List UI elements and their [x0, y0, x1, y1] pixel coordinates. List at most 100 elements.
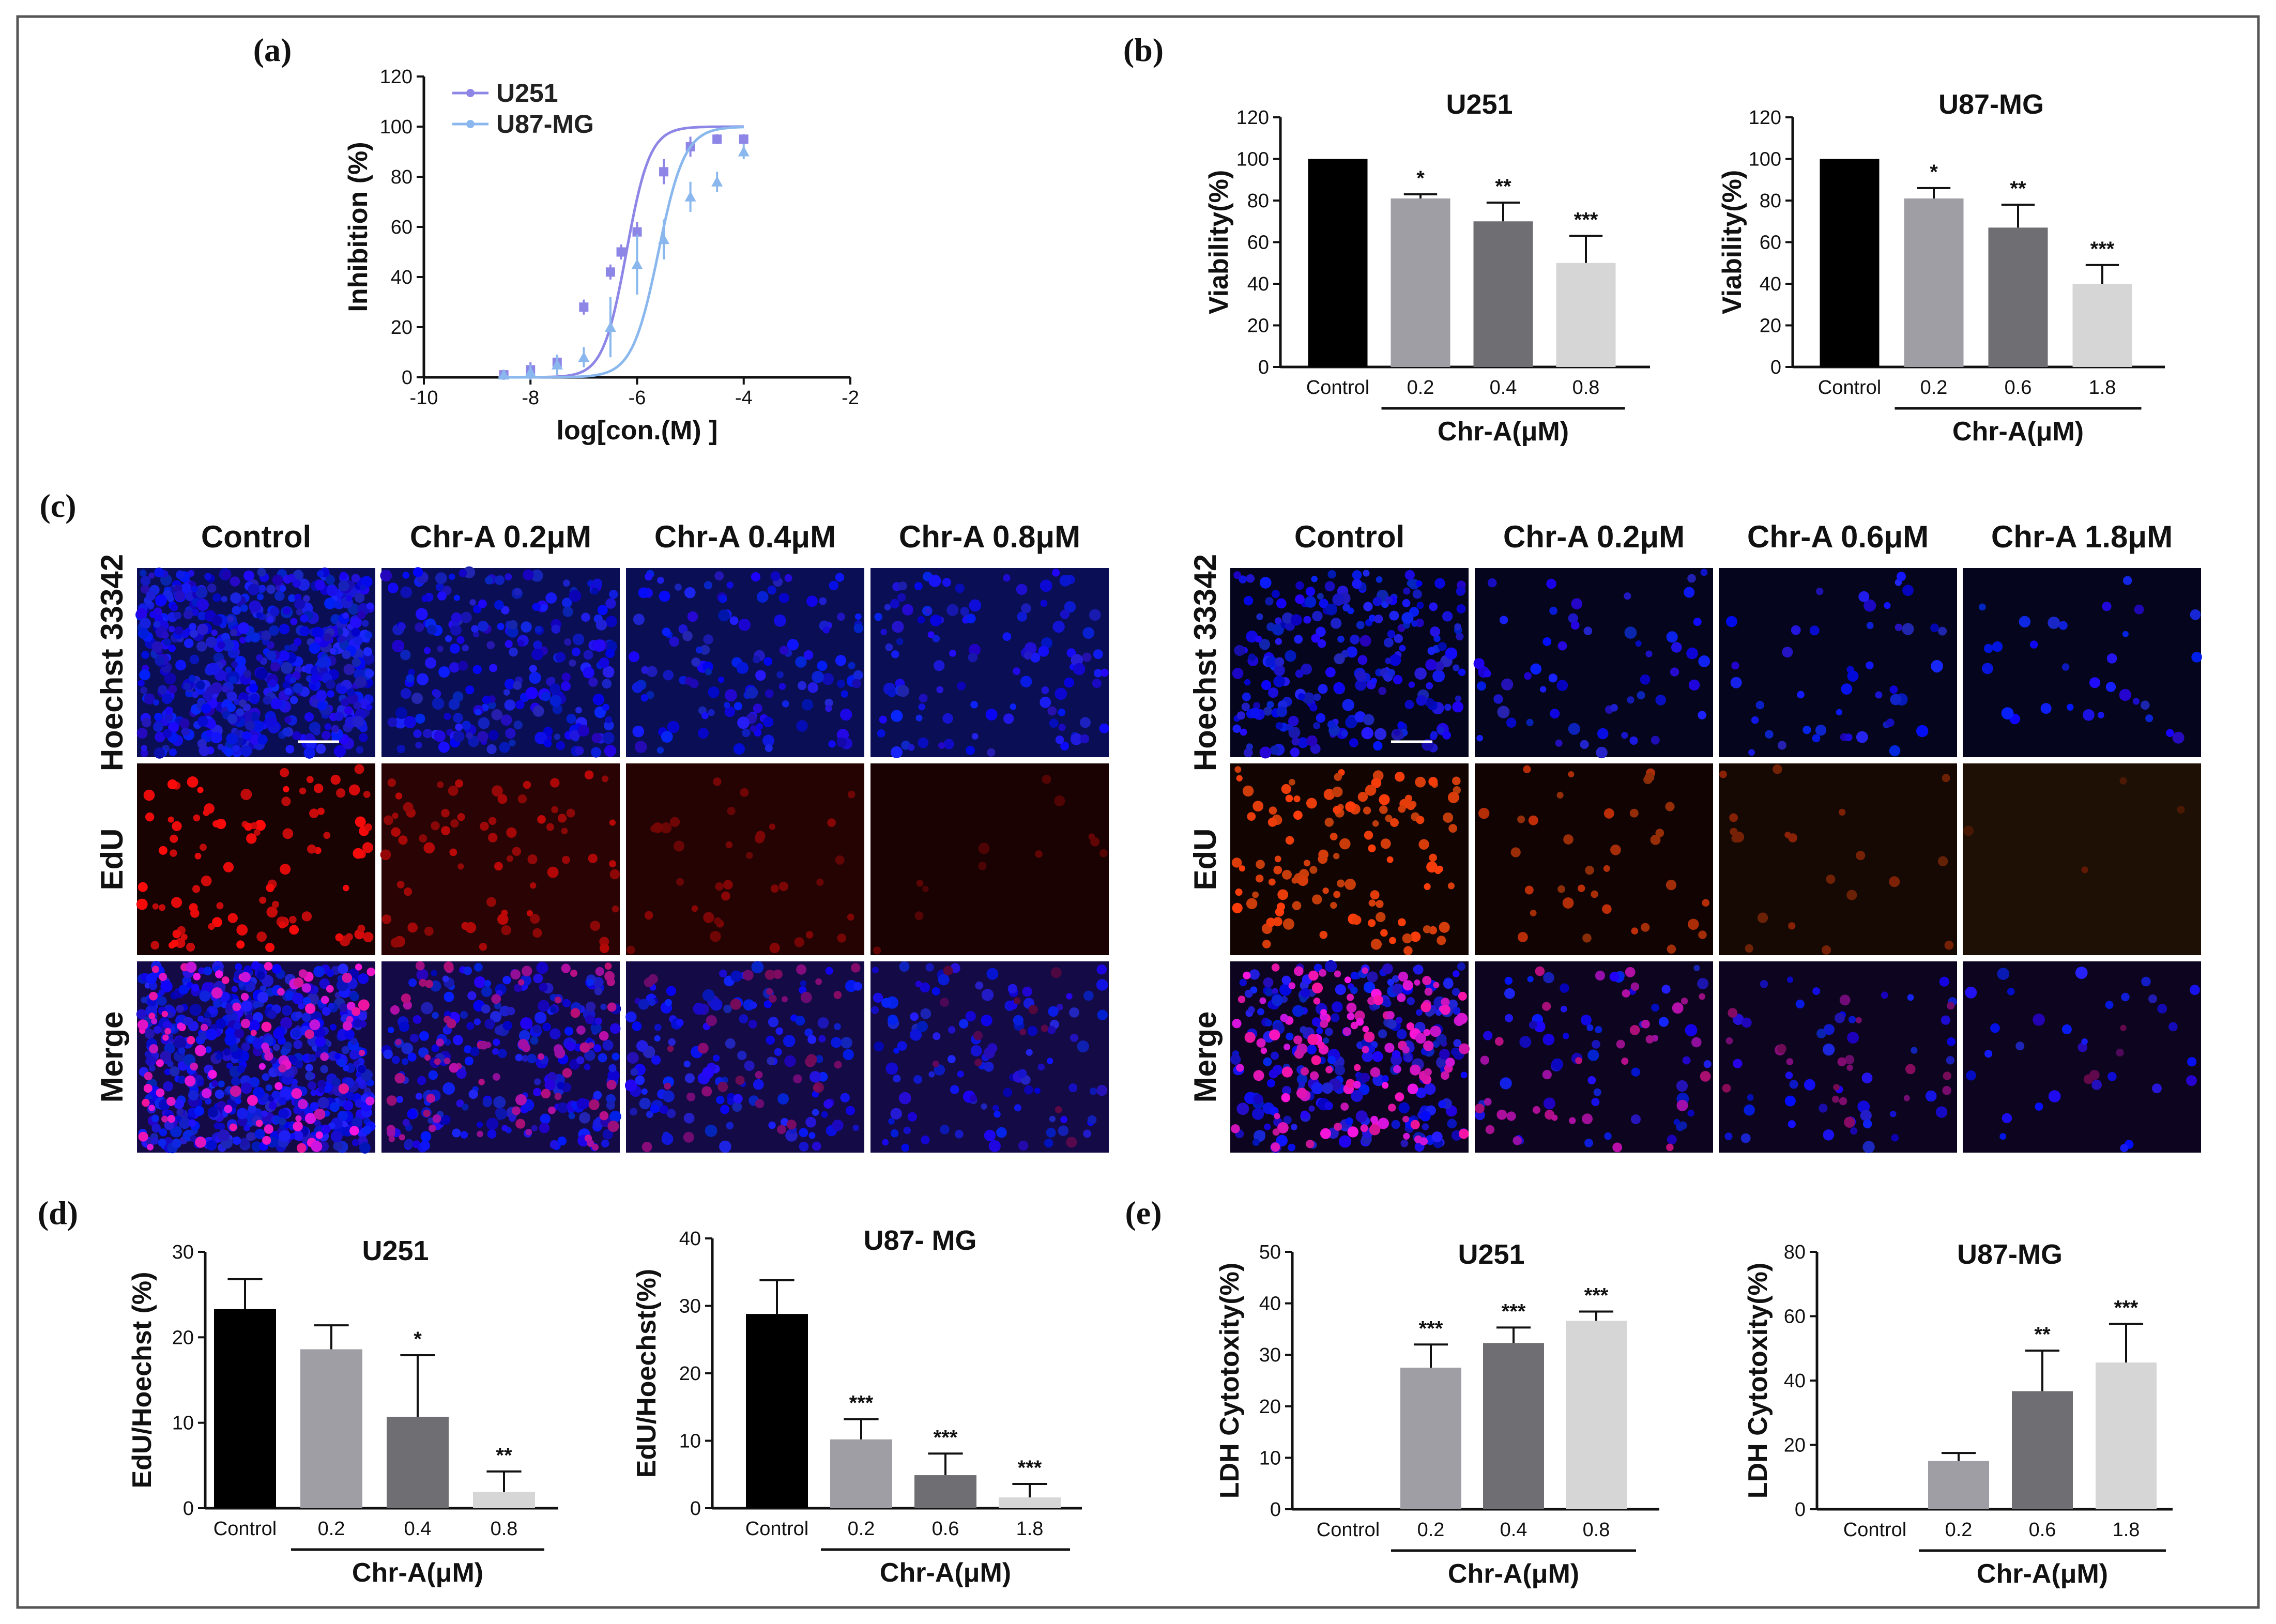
edu-positive-nucleus: [1345, 879, 1356, 890]
panel-label-b: (b): [1123, 32, 1164, 68]
nucleus: [1424, 1083, 1436, 1095]
nucleus: [870, 1006, 879, 1014]
nucleus: [240, 745, 252, 757]
nucleus: [1458, 668, 1466, 676]
nucleus: [448, 698, 460, 710]
nucleus: [444, 991, 454, 1002]
nucleus: [607, 1069, 620, 1082]
fit-curve-U87-MG: [498, 126, 744, 379]
nucleus: [493, 1038, 500, 1046]
nucleus: [708, 686, 720, 698]
nucleus: [660, 1105, 668, 1114]
nucleus: [139, 618, 151, 630]
nucleus: [602, 732, 615, 744]
edu-positive-nucleus: [254, 820, 266, 831]
nucleus: [402, 1058, 409, 1065]
edu-positive-nucleus: [1055, 1106, 1062, 1113]
nucleus: [702, 1066, 714, 1079]
nucleus: [1645, 650, 1653, 657]
nucleus: [452, 1128, 461, 1138]
edu-positive-nucleus: [506, 855, 513, 862]
nucleus: [795, 656, 807, 668]
edu-positive-nucleus: [156, 1059, 164, 1067]
edu-positive-nucleus: [721, 891, 730, 901]
nucleus: [756, 591, 769, 603]
nucleus: [1069, 1007, 1080, 1018]
nucleus: [779, 646, 789, 655]
nucleus: [322, 1124, 331, 1134]
nucleus: [521, 621, 532, 633]
nucleus: [513, 681, 522, 690]
micrograph-background: [1475, 763, 1713, 955]
nucleus: [1742, 1017, 1752, 1028]
edu-positive-nucleus: [851, 963, 861, 973]
nucleus: [1350, 634, 1360, 645]
nucleus: [1430, 626, 1441, 637]
nucleus: [602, 679, 612, 689]
nucleus: [750, 725, 757, 732]
edu-positive-nucleus: [240, 789, 252, 800]
nucleus: [263, 696, 272, 705]
nucleus: [931, 987, 940, 995]
nucleus: [1506, 717, 1517, 728]
nucleus: [1082, 627, 1094, 639]
edu-positive-nucleus: [547, 866, 559, 878]
nucleus: [475, 709, 481, 715]
nucleus: [646, 691, 654, 699]
nucleus: [509, 739, 516, 747]
edu-positive-nucleus: [1379, 805, 1388, 814]
nucleus: [1726, 616, 1737, 627]
nucleus: [322, 730, 331, 740]
nucleus: [705, 668, 712, 676]
nucleus: [1378, 1029, 1387, 1038]
edu-positive-nucleus: [291, 1088, 302, 1099]
nucleus: [1407, 997, 1415, 1005]
nucleus: [223, 1048, 231, 1056]
nucleus: [1427, 647, 1436, 655]
nucleus: [471, 625, 479, 633]
edu-positive-nucleus: [847, 790, 856, 799]
nucleus: [1037, 1063, 1045, 1071]
nucleus: [557, 1102, 569, 1113]
edu-positive-nucleus: [1456, 1013, 1468, 1024]
edu-positive-nucleus: [2120, 1024, 2127, 1031]
nucleus: [341, 698, 349, 707]
nucleus: [1311, 576, 1318, 583]
edu-positive-nucleus: [236, 924, 248, 936]
edu-positive-nucleus: [1288, 982, 1296, 989]
nucleus: [445, 635, 452, 642]
edu-positive-nucleus: [607, 1121, 619, 1132]
nucleus: [317, 570, 324, 577]
nucleus: [1400, 1139, 1409, 1147]
nucleus: [824, 698, 833, 707]
nucleus: [762, 734, 775, 747]
nucleus: [331, 1077, 341, 1086]
edu-positive-nucleus: [2083, 1074, 2094, 1084]
nucleus: [1327, 570, 1336, 579]
nucleus: [408, 978, 417, 987]
nucleus: [455, 723, 463, 731]
nucleus: [1526, 718, 1534, 726]
nucleus: [742, 728, 751, 738]
nucleus: [1255, 635, 1262, 643]
edu-positive-nucleus: [1838, 808, 1846, 816]
nucleus: [774, 614, 786, 627]
nucleus: [351, 574, 360, 583]
nucleus: [1476, 734, 1483, 742]
edu-positive-nucleus: [548, 1106, 556, 1114]
nucleus: [281, 662, 293, 674]
nucleus: [1584, 1139, 1593, 1147]
edu-positive-nucleus: [320, 1052, 329, 1061]
nucleus: [1863, 1119, 1872, 1129]
nucleus: [1013, 1015, 1024, 1026]
nucleus: [146, 1056, 156, 1066]
nucleus: [153, 722, 163, 732]
edu-positive-nucleus: [1459, 1043, 1470, 1054]
nucleus: [1083, 1129, 1091, 1138]
nucleus: [168, 645, 176, 652]
nucleus: [1312, 610, 1323, 622]
nucleus: [853, 982, 862, 991]
nucleus: [667, 721, 680, 733]
nucleus: [1392, 1050, 1401, 1059]
nucleus: [1013, 667, 1020, 675]
